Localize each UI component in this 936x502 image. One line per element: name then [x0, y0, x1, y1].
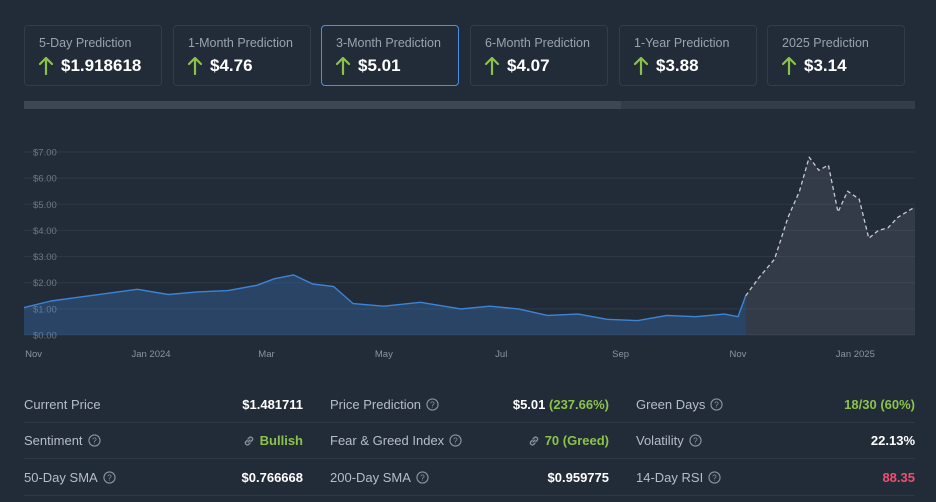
up-arrow-icon — [782, 57, 796, 75]
current-price-cell: Current Price $1.481711 — [24, 386, 303, 423]
y-tick-label: $1.00 — [33, 304, 57, 315]
stats-row: 50-Day SMA ? $0.766668 200-Day SMA ? $0.… — [24, 459, 915, 496]
stats-row: Current Price $1.481711 Price Prediction… — [24, 386, 915, 423]
sentiment-link[interactable]: Bullish — [243, 422, 303, 459]
up-arrow-icon — [188, 57, 202, 75]
prediction-card-3-month[interactable]: 3-Month Prediction $5.01 — [321, 25, 459, 86]
price-prediction-value: $5.01 — [512, 397, 546, 412]
green-days-label: Green Days — [636, 397, 706, 412]
link-icon — [529, 435, 538, 446]
y-tick-label: $3.00 — [33, 252, 57, 263]
volatility-label: Volatility — [636, 433, 684, 448]
rsi-value: 88.35 — [882, 470, 915, 485]
sma200-value: $0.959775 — [547, 470, 609, 485]
green-days-value: 18/30 (60%) — [844, 397, 915, 412]
price-prediction-cell: Price Prediction ? $5.01 (237.66%) — [330, 386, 609, 423]
prediction-label: 6-Month Prediction — [485, 36, 590, 50]
y-tick-label: $6.00 — [33, 174, 57, 185]
rsi-cell: 14-Day RSI ? 88.35 — [636, 459, 915, 496]
up-arrow-icon — [485, 57, 499, 75]
prediction-range-fill — [24, 101, 621, 109]
y-tick-label: $2.00 — [33, 278, 57, 289]
help-icon[interactable]: ? — [689, 434, 702, 447]
y-tick-label: $4.00 — [33, 226, 57, 237]
up-arrow-icon — [39, 57, 53, 75]
svg-text:?: ? — [420, 472, 425, 482]
fear-greed-label: Fear & Greed Index — [330, 433, 445, 448]
prediction-label: 1-Year Prediction — [634, 36, 730, 50]
up-arrow-icon — [336, 57, 350, 75]
price-prediction-label: Price Prediction — [330, 397, 422, 412]
fear-greed-link[interactable]: 70 (Greed) — [528, 422, 609, 459]
help-icon[interactable]: ? — [710, 398, 724, 411]
volatility-value: 22.13% — [870, 433, 915, 448]
svg-text:?: ? — [453, 435, 458, 445]
prediction-cards: 5-Day Prediction $1.918618 1-Month Predi… — [24, 25, 915, 87]
svg-text:?: ? — [712, 472, 717, 482]
prediction-card-5-day[interactable]: 5-Day Prediction $1.918618 — [24, 25, 162, 86]
sentiment-label: Sentiment — [24, 433, 83, 448]
x-tick-label: Mar — [258, 349, 274, 360]
y-tick-label: $5.00 — [33, 200, 57, 211]
svg-text:?: ? — [107, 472, 112, 482]
prediction-card-1-month[interactable]: 1-Month Prediction $4.76 — [173, 25, 311, 86]
sma200-label: 200-Day SMA — [330, 470, 411, 485]
svg-text:?: ? — [92, 435, 97, 445]
fear-greed-cell: Fear & Greed Index ? 70 (Greed) — [330, 422, 609, 459]
up-arrow-icon — [634, 57, 648, 75]
rsi-label: 14-Day RSI — [636, 470, 704, 485]
forecast-price-line — [745, 156, 916, 297]
sma200-cell: 200-Day SMA ? $0.959775 — [330, 459, 609, 496]
history-price-line — [23, 274, 747, 322]
prediction-value: $4.07 — [507, 56, 550, 75]
prediction-label: 1-Month Prediction — [188, 36, 293, 50]
y-tick-label: $0.00 — [33, 331, 57, 342]
help-icon[interactable]: ? — [103, 471, 116, 484]
x-tick-label: Nov — [25, 349, 42, 360]
sma50-cell: 50-Day SMA ? $0.766668 — [24, 459, 303, 496]
sentiment-cell: Sentiment ? Bullish — [24, 422, 303, 459]
help-icon[interactable]: ? — [87, 434, 101, 447]
prediction-value: $3.88 — [656, 56, 699, 75]
forecast-area — [745, 157, 915, 335]
y-tick-label: $7.00 — [33, 148, 57, 159]
link-icon — [244, 435, 253, 446]
prediction-label: 2025 Prediction — [782, 36, 869, 50]
stats-row: Sentiment ? Bullish Fear & Greed Index ?… — [24, 422, 915, 459]
x-tick-label: May — [375, 349, 393, 360]
prediction-card-1-year[interactable]: 1-Year Prediction $3.88 — [619, 25, 757, 86]
green-days-cell: Green Days ? 18/30 (60%) — [636, 386, 915, 423]
help-icon[interactable]: ? — [708, 471, 721, 484]
prediction-label: 3-Month Prediction — [336, 36, 441, 50]
prediction-range-bar — [24, 101, 915, 109]
price-chart: $0.00 $1.00 $2.00 $3.00 $4.00 $5.00 $6.00 $7.00… — [23, 148, 916, 360]
x-tick-label: Jul — [495, 349, 507, 360]
x-tick-label: Nov — [730, 349, 747, 360]
prediction-card-2025[interactable]: 2025 Prediction $3.14 — [767, 25, 905, 86]
prediction-value: $4.76 — [210, 56, 253, 75]
prediction-card-6-month[interactable]: 6-Month Prediction $4.07 — [470, 25, 608, 86]
x-tick-label: Sep — [612, 349, 629, 360]
help-icon[interactable]: ? — [449, 434, 462, 447]
sentiment-value: Bullish — [259, 433, 303, 448]
x-tick-label: Jan 2025 — [836, 349, 875, 360]
current-price-label: Current Price — [24, 397, 101, 412]
current-price-value: $1.481711 — [242, 397, 303, 412]
sma50-value: $0.766668 — [241, 470, 303, 485]
prediction-value: $3.14 — [804, 56, 847, 75]
help-icon[interactable]: ? — [416, 471, 429, 484]
history-area — [24, 274, 746, 335]
prediction-value: $5.01 — [358, 56, 401, 75]
price-prediction-change: (237.66%) — [549, 397, 609, 412]
volatility-cell: Volatility ? 22.13% — [636, 422, 915, 459]
prediction-value: $1.918618 — [61, 56, 142, 75]
prediction-label: 5-Day Prediction — [39, 36, 132, 50]
sma50-label: 50-Day SMA — [24, 470, 98, 485]
help-icon[interactable]: ? — [426, 398, 439, 411]
svg-text:?: ? — [715, 399, 720, 409]
x-tick-label: Jan 2024 — [131, 349, 170, 360]
svg-text:?: ? — [693, 435, 698, 445]
svg-text:?: ? — [430, 399, 435, 409]
fear-greed-value: 70 (Greed) — [544, 433, 609, 448]
